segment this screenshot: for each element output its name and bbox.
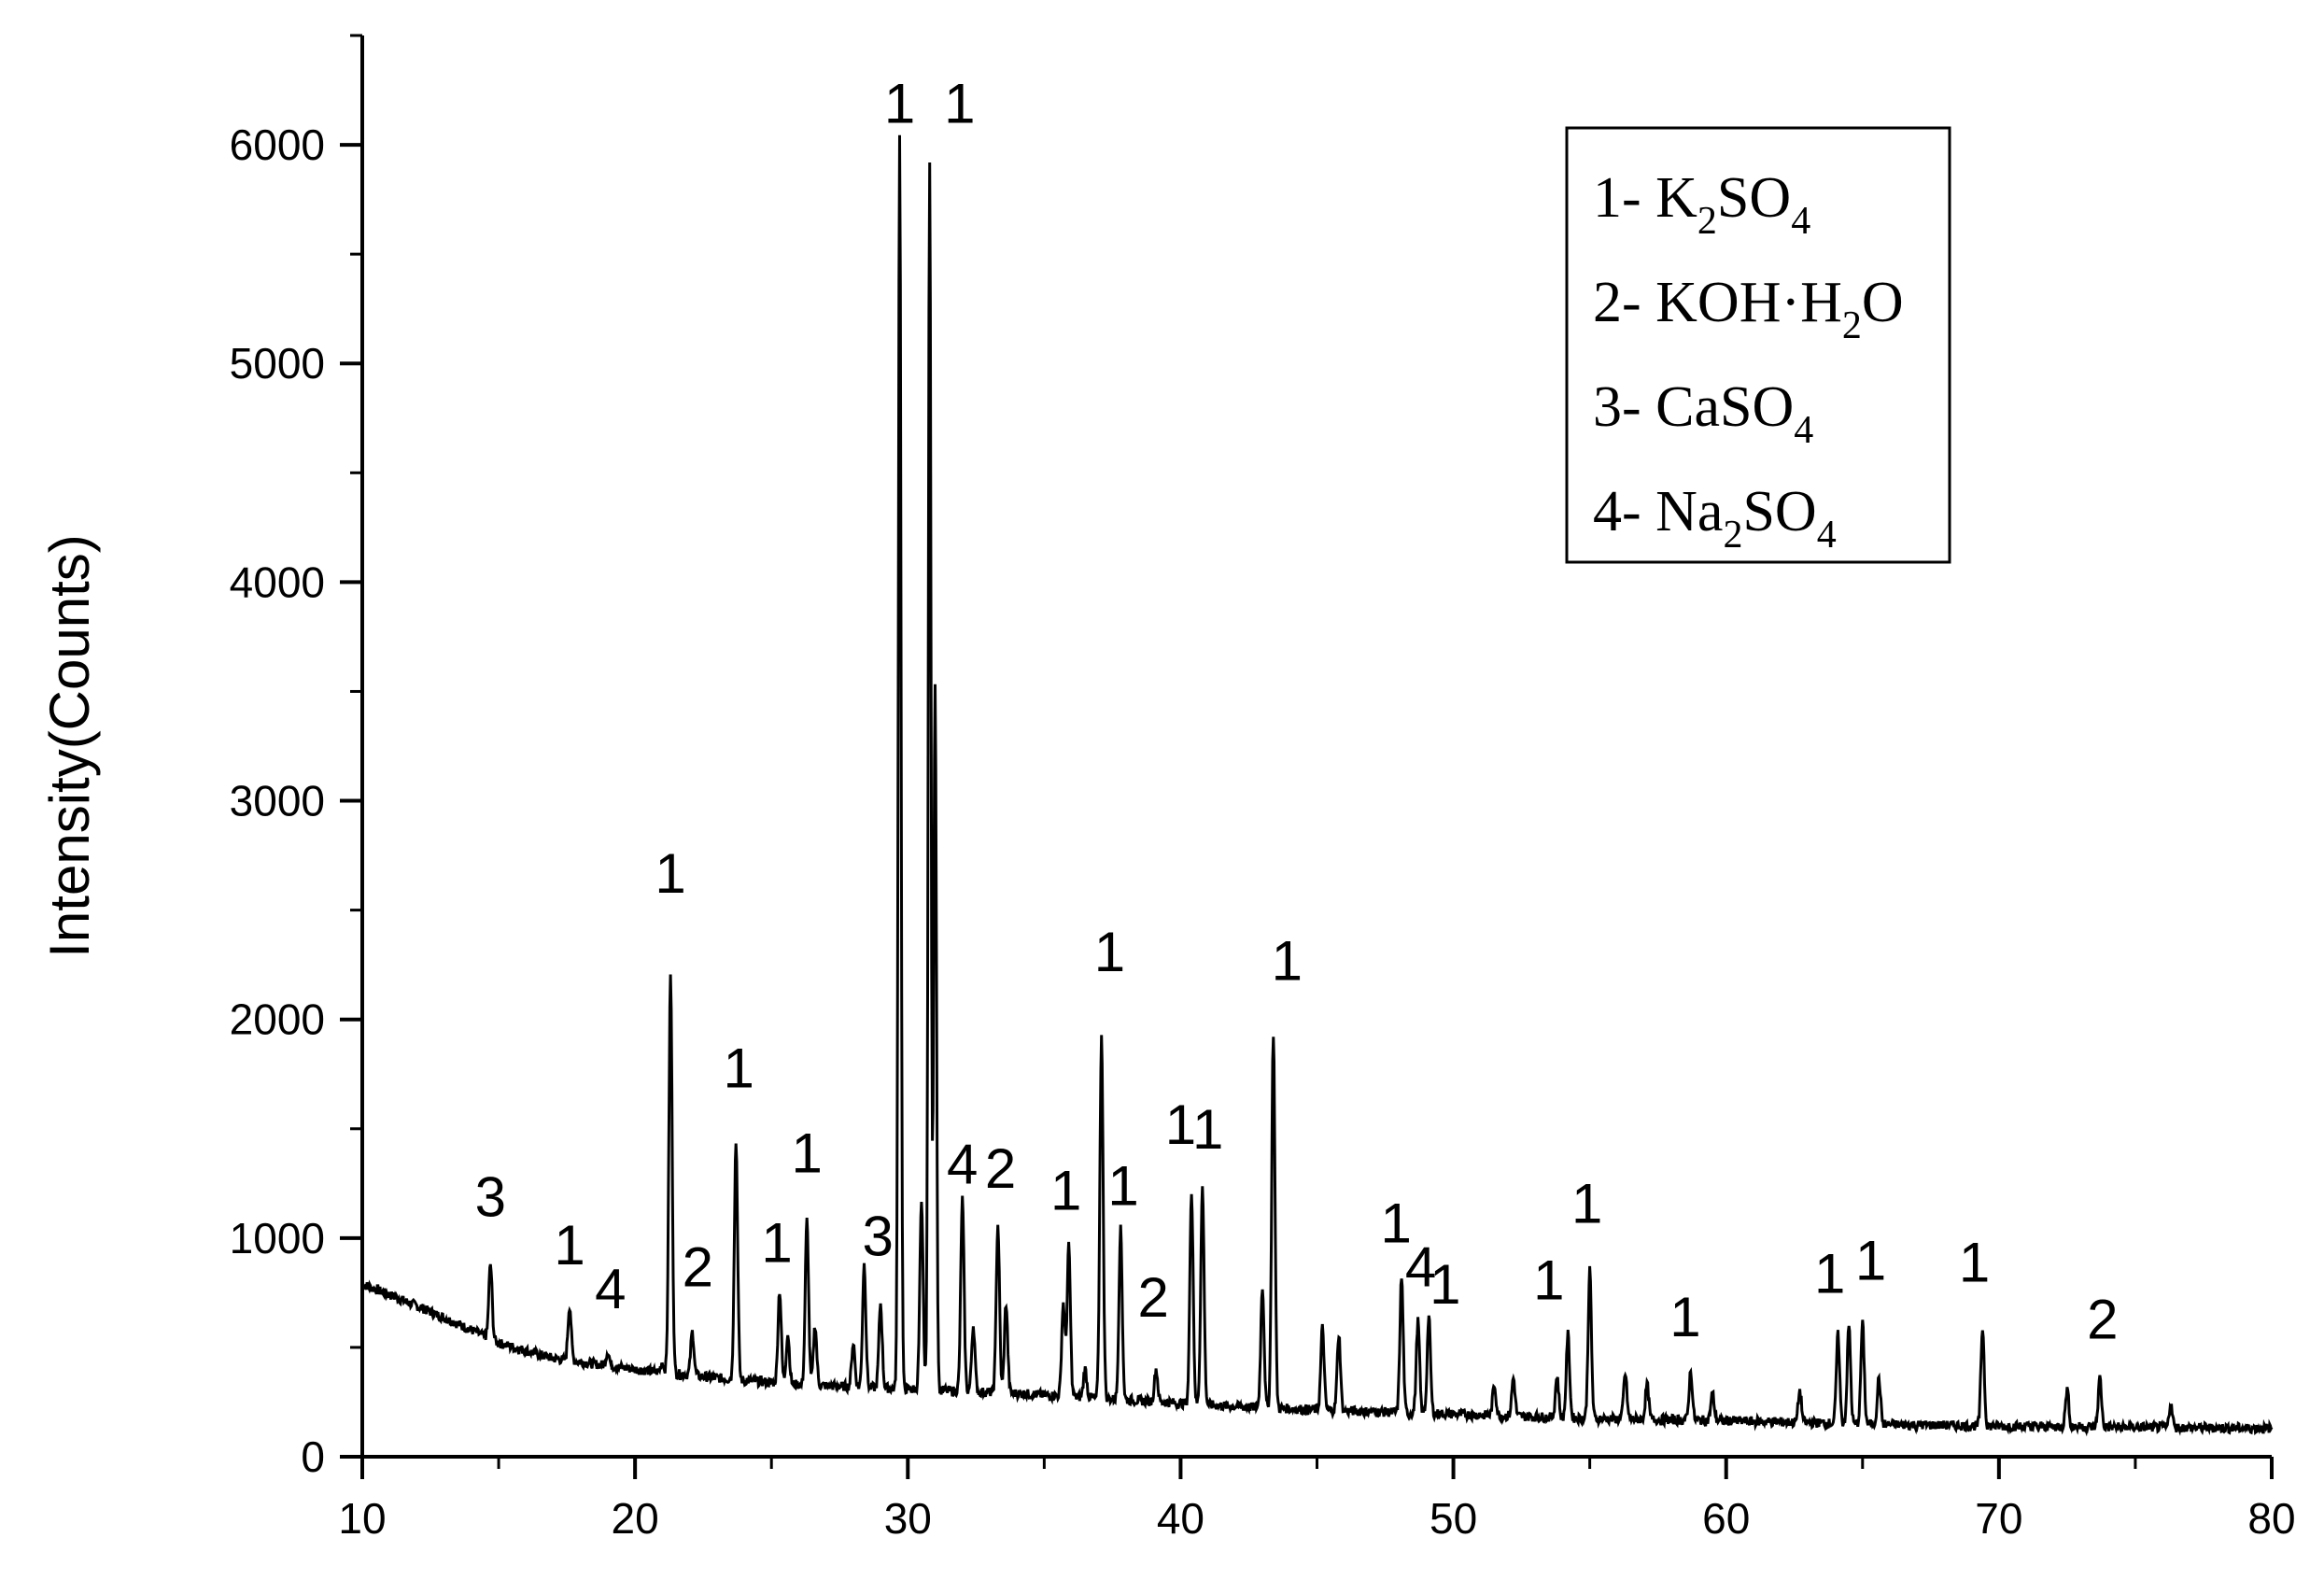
y-tick-label: 6000 [230,120,325,169]
legend-subscript: 4 [1817,514,1837,557]
y-tick-label: 0 [301,1432,325,1481]
x-tick-label: 50 [1430,1494,1477,1543]
peak-annotation: 2 [1138,1266,1169,1329]
legend-entry: 3- CaSO4​ [1593,375,1813,452]
x-tick-label: 20 [612,1494,659,1543]
peak-annotation: 1 [1430,1253,1460,1316]
x-tick-label: 80 [2247,1494,2295,1543]
axes: 10 20 30 40 50 60 70 80 0 1000 2000 3000 4000 5000 600… [230,34,2296,1543]
peak-annotation: 2 [985,1137,1016,1200]
legend-entry: 1- K2​SO4​ [1593,166,1810,243]
peak-annotation: 1 [655,842,685,905]
legend-text-part: SO [1742,480,1816,543]
peak-annotation: 1 [884,73,915,135]
legend-subscript: 2 [1697,200,1717,243]
peak-annotation: 1 [1050,1159,1081,1221]
x-tick-label: 60 [1702,1494,1750,1543]
peak-annotation: 1 [554,1214,585,1277]
legend-text-part: 1- K [1593,166,1697,230]
peak-annotation: 3 [862,1206,893,1268]
legend-entry: 2- KOH·H2​O [1593,271,1904,347]
peak-annotation: 1 [1094,921,1125,983]
y-tick-label: 3000 [230,777,325,825]
peak-annotation: 4 [947,1133,978,1195]
peak-annotation: 1 [1272,930,1303,993]
legend-text-part: 4- Na [1593,480,1723,543]
peak-annotation: 1 [1165,1093,1196,1156]
peak-annotation: 4 [595,1258,626,1320]
peak-annotation: 1 [1855,1229,1886,1291]
peak-annotation: 1 [1192,1098,1223,1161]
peak-annotation: 4 [1405,1235,1436,1298]
peak-annotation: 2 [2087,1289,2118,1351]
peak-annotation: 1 [1571,1172,1602,1234]
peak-annotation: 1 [1107,1155,1138,1218]
legend-subscript: 2 [1723,514,1742,557]
legend-text-part: O [1862,271,1904,334]
peak-annotation: 1 [792,1122,823,1185]
y-axis-label: Intensity(Counts) [38,534,101,958]
legend-entry: 4- Na2​SO4​ [1593,480,1837,557]
legend-subscript: 4 [1791,200,1810,243]
legend-subscript: 4 [1794,409,1813,452]
peak-annotation: 1 [1533,1248,1564,1311]
x-tick-label: 10 [338,1494,386,1543]
legend-text-part: 3- CaSO [1593,375,1794,439]
peak-annotation: 1 [723,1037,754,1099]
legend-text-part: SO [1717,166,1791,230]
peak-annotation: 1 [1381,1192,1412,1255]
peak-annotation: 3 [475,1165,506,1228]
y-tick-label: 5000 [230,339,325,388]
y-tick-label: 4000 [230,557,325,606]
peak-annotation: 1 [1814,1242,1845,1305]
legend-subscript: 2 [1842,304,1862,347]
peak-annotation: 2 [683,1235,713,1298]
peak-annotation: 1 [1669,1286,1700,1348]
peak-annotation: 1 [761,1212,792,1275]
x-tick-label: 70 [1975,1494,2022,1543]
legend: 1- K2​SO4​ 2- KOH·H2​O 3- CaSO4​ 4- Na2​SO4… [1565,126,1951,564]
peak-annotation: 1 [944,73,975,135]
x-tick-label: 30 [884,1494,932,1543]
y-tick-label: 1000 [230,1214,325,1263]
x-tick-label: 40 [1157,1494,1204,1543]
xrd-pattern-line [361,134,2274,1437]
legend-box [1565,126,1951,564]
peak-annotation: 1 [1959,1232,1990,1294]
plot-area [361,134,2274,1437]
legend-text-part: 2- KOH·H [1593,271,1842,334]
y-tick-label: 2000 [230,995,325,1044]
